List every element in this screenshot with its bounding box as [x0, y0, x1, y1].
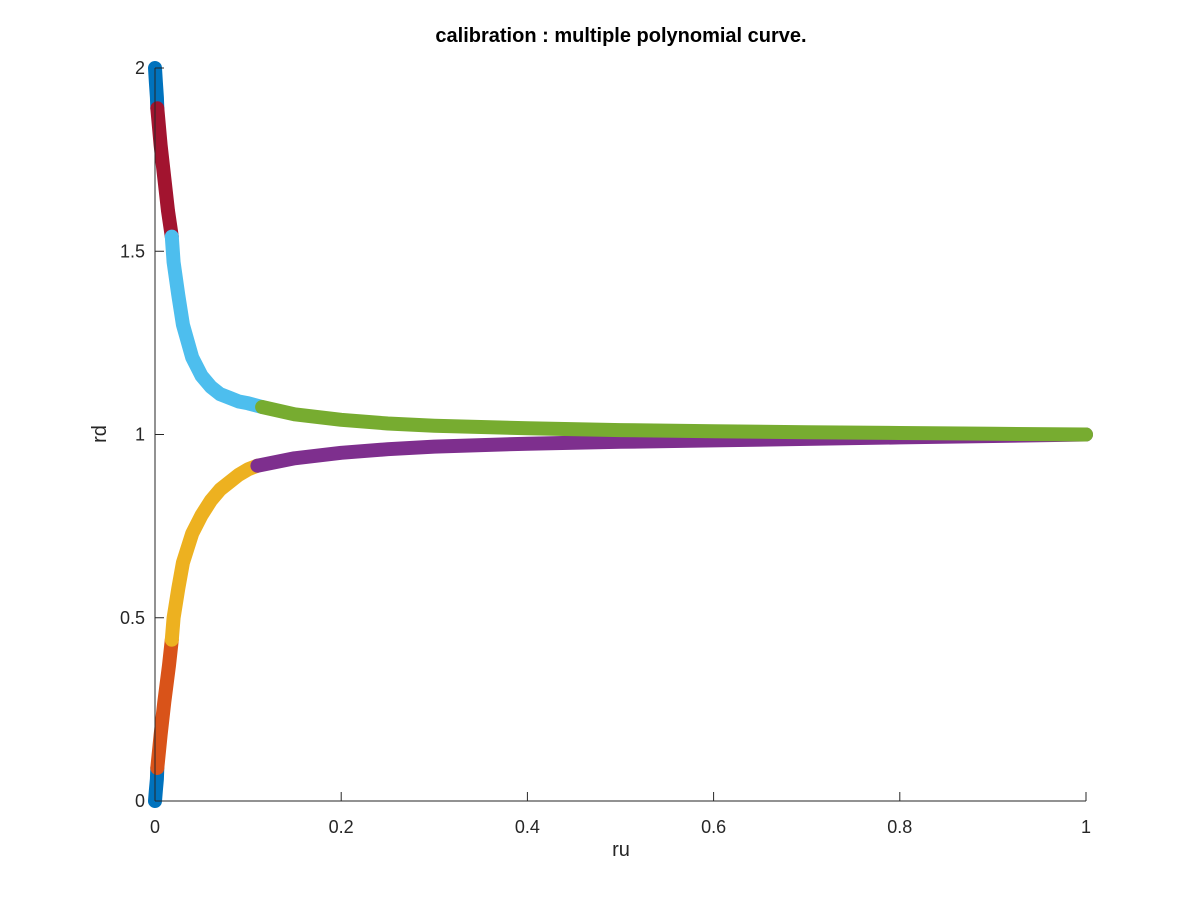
- series-line-7: [164, 229, 270, 414]
- x-tick-label: 0.2: [329, 817, 354, 837]
- x-axis-label: ru: [612, 839, 630, 861]
- axes: 0 0.2 0.4 0.6 0.8 1 0 0.5 1 1.5 2: [120, 58, 1091, 837]
- y-tick-label: 1.5: [120, 241, 145, 261]
- x-tick-label: 0.8: [887, 817, 912, 837]
- plot-area: [148, 61, 1093, 808]
- y-tick-label: 2: [135, 58, 145, 78]
- x-tick-label: 1: [1081, 817, 1091, 837]
- x-tick-label: 0.6: [701, 817, 726, 837]
- series-line-3: [164, 458, 265, 647]
- chart-title: calibration : multiple polynomial curve.: [435, 25, 806, 47]
- series-line-6: [150, 101, 179, 244]
- series-line-2: [150, 632, 179, 775]
- y-tick-label: 0: [135, 791, 145, 811]
- y-axis-label: rd: [89, 425, 111, 443]
- x-tick-label: 0: [150, 817, 160, 837]
- y-tick-label: 0.5: [120, 608, 145, 628]
- x-tick-label: 0.4: [515, 817, 540, 837]
- series-line-8: [255, 400, 1093, 442]
- y-tick-label: 1: [135, 425, 145, 445]
